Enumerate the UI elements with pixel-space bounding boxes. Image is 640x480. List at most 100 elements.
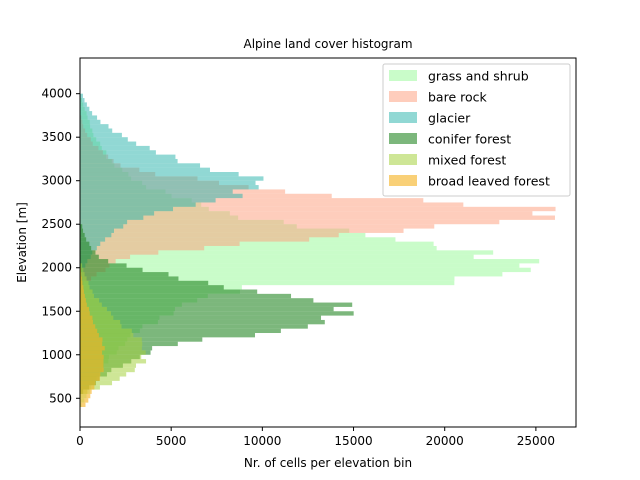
bar — [80, 298, 100, 303]
bar — [80, 272, 503, 277]
y-tick-label: 1000 — [41, 348, 72, 362]
bar — [80, 254, 131, 260]
bar — [80, 280, 83, 286]
bar — [80, 250, 159, 255]
bar — [80, 263, 127, 268]
bar — [80, 241, 101, 246]
bar — [80, 311, 90, 316]
bar — [80, 328, 98, 334]
bar — [80, 154, 176, 159]
bar — [80, 363, 137, 368]
bar — [80, 198, 216, 203]
bar — [80, 346, 105, 351]
bar — [80, 337, 142, 342]
bar — [80, 289, 84, 294]
bar — [80, 206, 556, 212]
bar — [80, 245, 205, 251]
bar — [80, 376, 100, 381]
bar — [80, 359, 147, 364]
bar — [80, 319, 93, 325]
bar — [80, 180, 256, 186]
bar — [80, 158, 178, 164]
bar — [80, 306, 90, 312]
y-axis-ticks: 500 1000 1500 2000 2500 3000 3500 4000 — [41, 87, 80, 405]
bar — [80, 380, 96, 386]
bar — [80, 380, 113, 386]
x-tick-label: 15000 — [334, 434, 372, 448]
bar — [80, 237, 106, 242]
bar — [80, 232, 339, 238]
plot-frame — [79, 57, 577, 428]
bar — [80, 341, 143, 347]
bar — [80, 350, 103, 355]
legend-swatch — [389, 154, 417, 165]
bar — [80, 237, 310, 242]
bar — [80, 232, 112, 238]
bar — [80, 224, 435, 229]
bar — [80, 298, 314, 303]
bar — [80, 241, 434, 246]
series-bare-rock — [80, 111, 556, 286]
bar — [80, 302, 353, 307]
bar — [80, 141, 137, 146]
bar — [80, 385, 95, 390]
bar — [80, 232, 85, 238]
bar — [80, 172, 239, 177]
bar — [80, 193, 243, 199]
bar — [80, 111, 93, 116]
bar — [80, 250, 96, 255]
bar — [80, 263, 520, 268]
bar — [80, 211, 155, 216]
bar — [80, 211, 533, 216]
chart-title: Alpine land cover histogram — [243, 37, 412, 51]
bar — [80, 280, 89, 286]
series-conifer-forest — [80, 224, 354, 394]
legend-label: grass and shrub — [428, 69, 529, 84]
legend-swatch — [389, 133, 417, 144]
bar — [80, 241, 90, 246]
bar — [80, 124, 109, 129]
bar — [80, 259, 540, 264]
x-tick-label: 0 — [76, 434, 84, 448]
bar — [80, 189, 233, 194]
legend-swatch — [389, 112, 417, 123]
bar — [80, 367, 104, 373]
x-tick-label: 10000 — [243, 434, 281, 448]
bar — [80, 254, 99, 260]
bar — [80, 402, 86, 407]
bar — [80, 285, 84, 290]
bar — [80, 115, 98, 120]
bar — [80, 206, 174, 212]
bar — [80, 302, 87, 307]
legend-label: broad leaved forest — [428, 174, 550, 189]
bar — [80, 106, 90, 112]
bar — [80, 228, 114, 233]
bar — [80, 237, 87, 242]
bar — [80, 228, 404, 233]
bar — [80, 267, 143, 273]
bar — [80, 276, 87, 281]
bar — [80, 337, 103, 342]
legend-box — [382, 63, 571, 197]
y-tick-label: 3000 — [41, 174, 72, 188]
bar — [80, 102, 87, 107]
bar — [80, 228, 84, 233]
bar — [80, 272, 169, 277]
bar — [80, 185, 259, 190]
bar — [80, 311, 111, 316]
bar — [80, 219, 128, 225]
bar — [80, 198, 424, 203]
bar — [80, 245, 92, 251]
bar — [80, 167, 210, 173]
y-axis-label: Elevation [m] — [15, 202, 29, 283]
legend-label: bare rock — [428, 90, 488, 105]
bar — [80, 333, 99, 338]
bar — [80, 306, 107, 312]
bar — [80, 298, 86, 303]
bar — [80, 276, 455, 281]
bar — [80, 354, 142, 360]
bar — [80, 215, 555, 220]
bar — [80, 250, 494, 255]
bar — [80, 319, 325, 325]
